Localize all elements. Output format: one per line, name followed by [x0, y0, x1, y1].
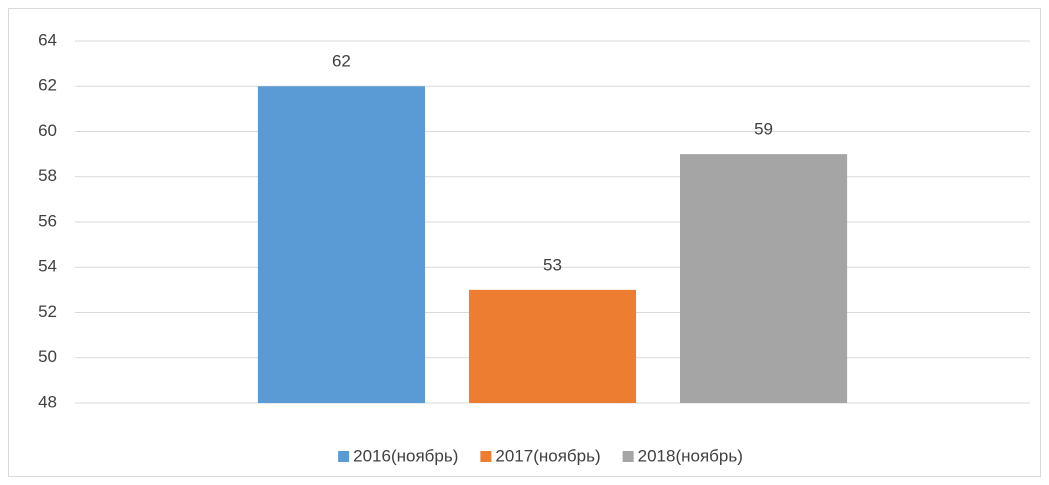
y-tick-label: 62 [38, 76, 57, 95]
y-tick-label: 58 [38, 166, 57, 185]
legend-label: 2018(ноябрь) [638, 446, 743, 465]
y-tick-label: 60 [38, 121, 57, 140]
legend-swatch [338, 451, 350, 462]
data-label: 59 [754, 120, 773, 139]
legend-swatch [622, 451, 634, 462]
legend-label: 2016(ноябрь) [353, 446, 458, 465]
y-tick-label: 54 [38, 257, 57, 276]
y-tick-label: 50 [38, 347, 57, 366]
data-label: 62 [332, 52, 351, 71]
y-tick-label: 56 [38, 211, 57, 230]
data-label: 53 [543, 255, 562, 274]
legend-label: 2017(ноябрь) [495, 446, 600, 465]
chart-border [8, 8, 1041, 477]
bar [468, 289, 637, 403]
y-tick-label: 48 [38, 392, 57, 411]
y-tick-label: 52 [38, 302, 57, 321]
y-tick-label: 64 [38, 30, 57, 49]
bar [679, 154, 848, 403]
bar [257, 86, 426, 403]
legend-swatch [480, 451, 492, 462]
